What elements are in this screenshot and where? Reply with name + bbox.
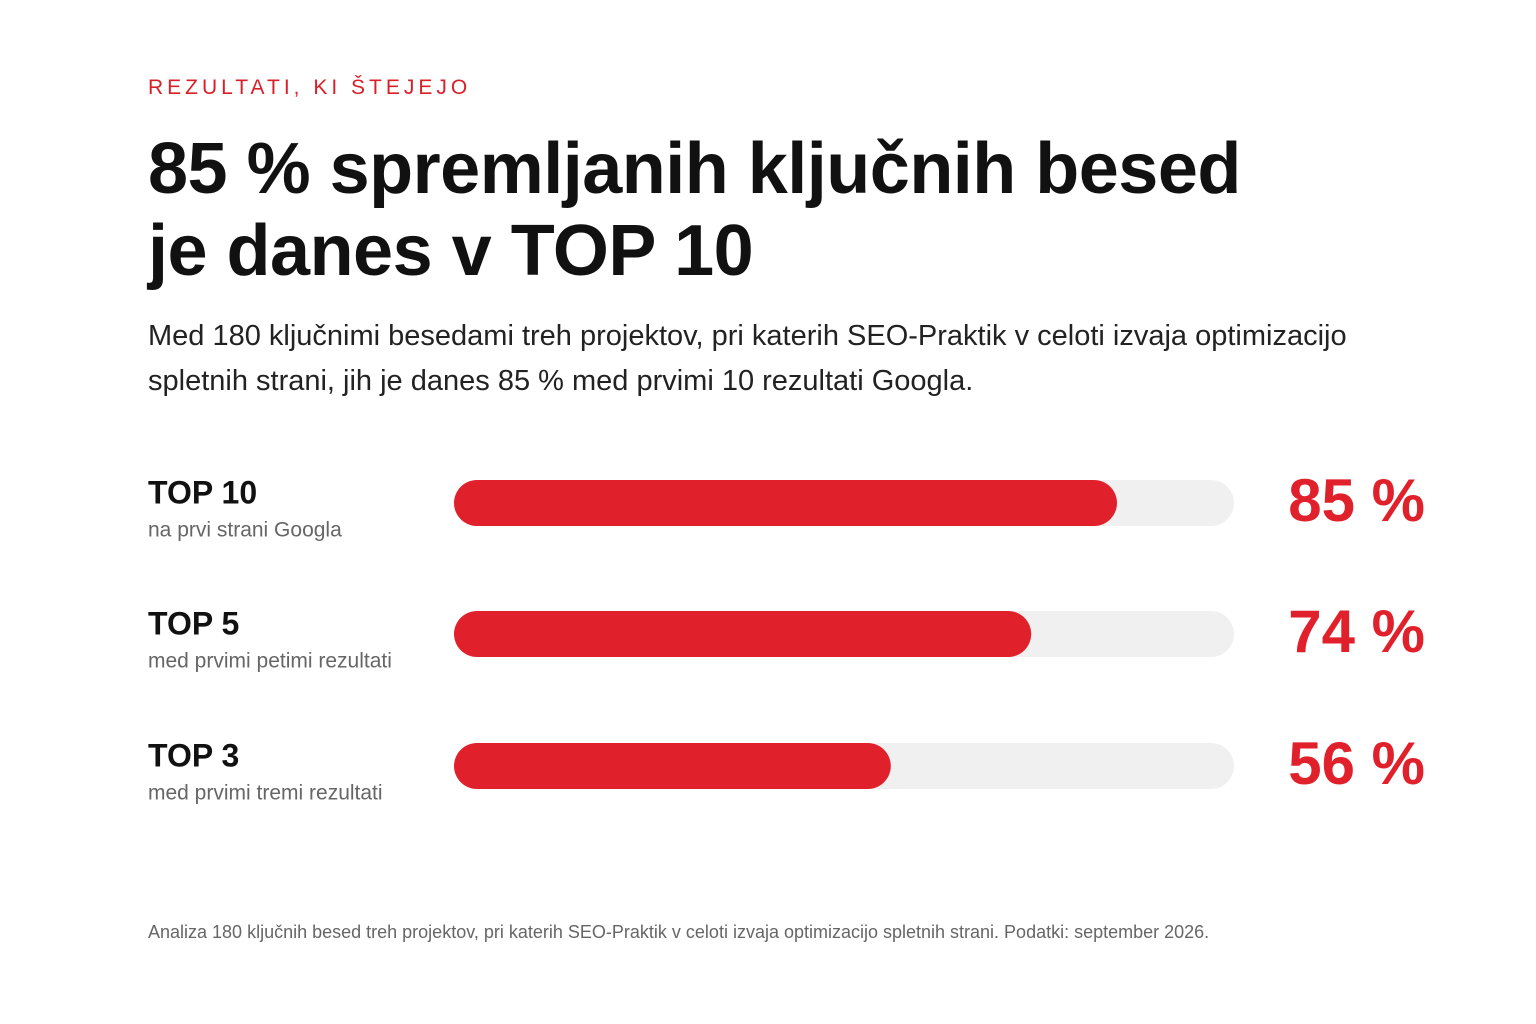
category-note: na prvi strani Googla xyxy=(148,519,342,542)
value-label: 74 % xyxy=(1288,598,1425,665)
bar xyxy=(454,611,1032,657)
category-label: TOP 10 xyxy=(148,474,257,510)
eyebrow: REZULTATI, KI ŠTEJEJO xyxy=(148,76,472,99)
category-note: med prvimi tremi rezultati xyxy=(148,782,383,805)
category-note: med prvimi petimi rezultati xyxy=(148,650,392,673)
bar xyxy=(454,480,1117,526)
footnote: Analiza 180 ključnih besed treh projekto… xyxy=(148,922,1210,942)
bar xyxy=(454,743,891,789)
chart-title: 85 % spremljanih ključnih besed je danes… xyxy=(148,129,1241,291)
category-label: TOP 3 xyxy=(148,737,239,773)
value-label: 56 % xyxy=(1288,730,1425,797)
chart-subtitle: Med 180 ključnimi besedami treh projekto… xyxy=(148,320,1347,397)
value-label: 85 % xyxy=(1288,467,1425,534)
category-label: TOP 5 xyxy=(148,605,239,641)
